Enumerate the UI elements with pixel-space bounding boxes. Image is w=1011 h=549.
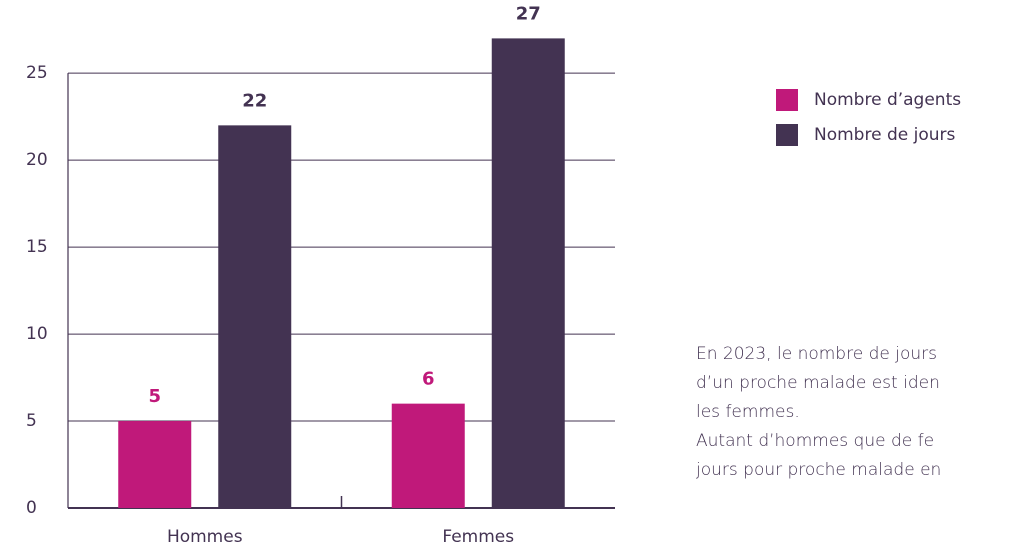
value-label: 5 [148, 386, 161, 407]
y-tick-label: 15 [26, 237, 48, 257]
legend-swatch [776, 89, 798, 111]
note-line: Autant d’hommes que de fe [696, 431, 935, 451]
note: En 2023, le nombre de jours d’un proche … [696, 340, 1011, 485]
y-tick-label: 25 [26, 63, 48, 83]
value-label: 6 [422, 369, 435, 390]
bar [218, 125, 292, 508]
y-tick-label: 20 [26, 150, 48, 170]
note-line: jours pour proche malade en [696, 460, 942, 480]
y-tick-label: 10 [26, 324, 48, 344]
value-label: 27 [516, 3, 541, 24]
legend-label: Nombre de jours [814, 125, 955, 145]
bar [491, 38, 565, 509]
note-line: En 2023, le nombre de jours [696, 344, 937, 364]
value-label: 22 [242, 90, 267, 111]
y-tick-label: 0 [26, 498, 37, 518]
legend-swatch [776, 124, 798, 146]
note-line: les femmes. [696, 402, 800, 422]
x-tick-label: Hommes [167, 527, 243, 547]
bar [391, 403, 465, 508]
x-tick-label: Femmes [442, 527, 514, 547]
note-line: d’un proche malade est iden [696, 373, 940, 393]
bar [118, 421, 192, 508]
y-tick-label: 5 [26, 411, 37, 431]
legend-label: Nombre d’agents [814, 90, 961, 110]
